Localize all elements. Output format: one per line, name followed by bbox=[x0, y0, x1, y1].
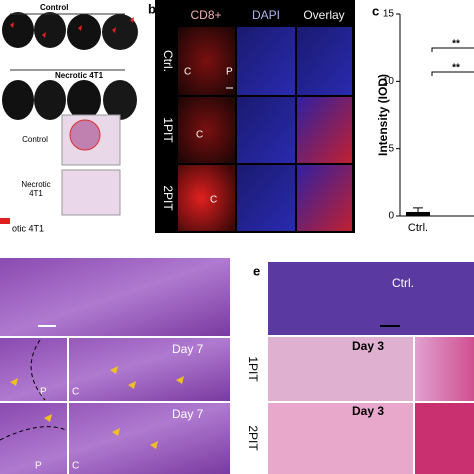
column-header: CD8+ bbox=[190, 8, 221, 22]
histology-panel-e bbox=[268, 262, 474, 474]
histology-label: Control bbox=[22, 135, 48, 144]
bar bbox=[406, 211, 430, 216]
photo-label: Control bbox=[40, 3, 68, 12]
day-label: Day 7 bbox=[172, 407, 204, 421]
y-tick-label: 0 bbox=[388, 211, 394, 222]
legend-label: otic 4T1 bbox=[12, 223, 44, 233]
column-header: DAPI bbox=[252, 8, 280, 22]
y-tick-label: 15 bbox=[383, 9, 395, 20]
row-label: 1PIT bbox=[161, 117, 175, 143]
region-label: C bbox=[72, 387, 79, 398]
panel-label: e bbox=[253, 263, 260, 278]
column-header: Overlay bbox=[303, 8, 344, 22]
histology-label: Necrotic 4T1 bbox=[21, 180, 51, 198]
panel-label: c bbox=[372, 3, 379, 18]
region-label: C bbox=[210, 195, 217, 206]
error-bar bbox=[413, 207, 423, 212]
histology-panel-d bbox=[0, 258, 230, 474]
bar-chart: 0 5 10 15 Ctrl. bbox=[383, 9, 430, 234]
fluorescence-images bbox=[178, 27, 352, 231]
region-label: P bbox=[35, 461, 42, 472]
x-tick-label: Ctrl. bbox=[408, 222, 428, 234]
row-label: Ctrl. bbox=[161, 50, 175, 72]
y-axis-label: Intensity (IOD) bbox=[376, 74, 390, 156]
row-label: Ctrl. bbox=[392, 276, 414, 290]
region-label: C bbox=[196, 130, 203, 141]
region-label: C bbox=[184, 67, 191, 78]
day-label: Day 7 bbox=[172, 342, 204, 356]
region-label: P bbox=[40, 387, 47, 398]
region-label: C bbox=[72, 461, 79, 472]
row-label: 1PIT bbox=[246, 356, 260, 382]
tumor-photos bbox=[0, 12, 138, 224]
significance: ** bbox=[452, 63, 460, 74]
significance: ** bbox=[452, 39, 460, 50]
day-label: Day 3 bbox=[352, 404, 384, 418]
panel-label: b bbox=[148, 1, 156, 16]
significance-bracket bbox=[431, 47, 474, 76]
region-label: P bbox=[226, 67, 233, 78]
y-tick-label: 10 bbox=[383, 76, 395, 87]
row-label: 2PIT bbox=[161, 185, 175, 211]
day-label: Day 3 bbox=[352, 339, 384, 353]
y-tick-label: 5 bbox=[388, 143, 394, 154]
row-label: 2PIT bbox=[246, 425, 260, 451]
photo-label: Necrotic 4T1 bbox=[55, 71, 104, 80]
